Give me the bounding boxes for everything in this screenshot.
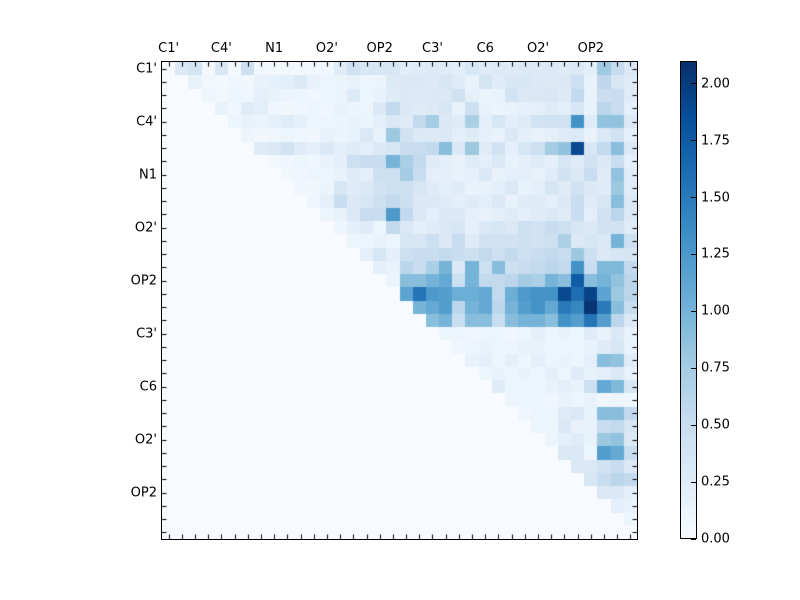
colorbar-tick-mark [691,253,696,255]
colorbar-tick-label: 1.00 [701,303,730,319]
colorbar-tick-label: 0.25 [701,474,730,490]
colorbar-tick-mark [691,197,696,199]
x-tick-label: O2' [526,41,550,56]
colorbar-tick-label: 1.50 [701,190,730,206]
colorbar-tick-mark [691,424,696,426]
x-tick-label: C1' [158,41,180,56]
colorbar-tick-label: 0.00 [701,531,730,547]
colorbar [680,61,697,539]
y-tick-label: C6 [139,379,157,395]
y-tick-label: N1 [139,167,157,183]
x-tick-label: N1 [265,41,284,56]
colorbar-tick-label: 1.75 [701,133,730,149]
y-tick-label: C4' [136,114,157,130]
x-tick-label: O2' [315,41,338,56]
y-tick-label: C1' [136,61,157,77]
colorbar-tick-label: 2.00 [701,76,730,92]
y-tick-label: OP2 [130,485,157,501]
x-tick-label: OP2 [366,41,393,56]
colorbar-tick-label: 0.50 [701,417,730,433]
colorbar-tick-label: 1.25 [701,246,730,262]
x-tick-label: OP2 [577,41,604,56]
colorbar-tick-mark [691,310,696,312]
colorbar-tick-mark [691,83,696,85]
colorbar-tick-mark [691,481,696,483]
colorbar-tick-mark [691,367,696,369]
y-tick-label: O2' [134,432,157,448]
y-tick-label: O2' [134,220,157,236]
colorbar-tick-mark [691,140,696,142]
heatmap-axes [161,61,638,540]
colorbar-gradient [681,62,696,538]
x-tick-label: C6 [476,41,494,56]
x-tick-label: C3' [422,41,443,56]
colorbar-tick-mark [691,538,696,540]
y-tick-label: OP2 [130,273,157,289]
y-tick-label: C3' [136,326,157,342]
colorbar-tick-label: 0.75 [701,360,730,376]
heatmap-canvas [162,62,637,539]
x-tick-label: C4' [210,41,232,56]
